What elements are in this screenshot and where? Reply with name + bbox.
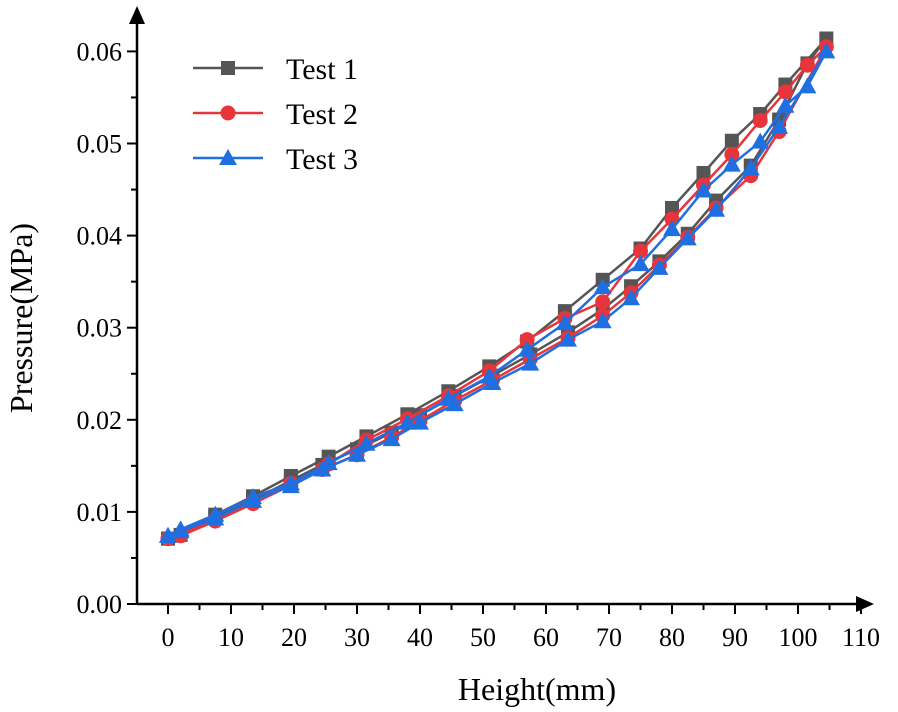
x-ticks: 0 10 20 30 40 50 60 70 80 90 100 110 — [162, 604, 880, 652]
y-tick-label: 0.04 — [77, 222, 123, 251]
legend-label: Test 3 — [286, 143, 358, 176]
y-tick-label: 0.03 — [77, 314, 123, 343]
data-point — [770, 117, 789, 134]
legend-item: Test 3 — [193, 143, 358, 176]
data-point — [633, 243, 648, 259]
x-tick-label: 50 — [470, 623, 496, 652]
x-tick-label: 40 — [407, 623, 433, 652]
data-point — [519, 332, 535, 348]
series-layer — [159, 31, 836, 547]
x-axis-title: Height(mm) — [458, 671, 616, 707]
y-axis-title: Pressure(MPa) — [3, 223, 39, 413]
data-point — [752, 112, 768, 128]
data-point — [741, 159, 760, 176]
data-point — [694, 181, 713, 198]
data-point — [382, 430, 401, 447]
data-point — [707, 200, 726, 217]
series-line — [167, 45, 828, 540]
data-point — [313, 460, 332, 477]
data-point — [663, 220, 681, 237]
data-point — [206, 509, 225, 526]
x-tick-label: 110 — [842, 623, 880, 652]
data-point — [171, 522, 190, 539]
x-tick-label: 60 — [533, 623, 559, 652]
data-point — [595, 294, 611, 310]
series-3 — [159, 42, 836, 543]
y-axis-arrow — [129, 6, 145, 24]
legend-label: Test 1 — [286, 53, 358, 86]
y-tick-label: 0.01 — [77, 498, 123, 527]
y-tick-label: 0.05 — [77, 130, 123, 159]
data-point — [665, 200, 679, 215]
y-tick-label: 0.06 — [77, 37, 123, 66]
legend-item: Test 1 — [193, 53, 358, 86]
legend-marker — [219, 149, 237, 165]
x-axis-arrow — [856, 596, 874, 612]
legend-label: Test 2 — [286, 98, 358, 131]
data-point — [777, 84, 793, 100]
x-tick-label: 100 — [779, 623, 818, 652]
data-point — [722, 155, 741, 172]
data-point — [244, 491, 263, 508]
data-point — [593, 312, 612, 329]
legend-marker — [220, 105, 236, 121]
series-line — [167, 50, 828, 537]
legend-marker — [221, 61, 235, 75]
data-point — [411, 413, 429, 430]
x-tick-label: 80 — [659, 623, 685, 652]
x-tick-label: 30 — [344, 623, 370, 652]
axes: 0 10 20 30 40 50 60 70 80 90 100 110 0.000.010.020.… — [77, 6, 880, 652]
data-point — [445, 395, 464, 412]
data-point — [281, 477, 300, 494]
data-point — [799, 57, 815, 73]
x-tick-label: 0 — [162, 623, 175, 652]
series-1 — [161, 31, 834, 546]
data-point — [518, 340, 537, 357]
data-point — [357, 434, 376, 451]
data-point — [776, 96, 795, 113]
data-point — [696, 165, 711, 180]
x-tick-label: 10 — [218, 623, 244, 652]
y-tick-label: 0.02 — [77, 406, 123, 435]
legend: Test 1 Test 2 Test 3 — [193, 53, 358, 176]
data-point — [724, 133, 739, 148]
data-point — [348, 445, 366, 462]
data-point — [483, 373, 502, 390]
data-point — [159, 526, 177, 543]
data-point — [678, 229, 697, 246]
data-point — [593, 278, 612, 295]
data-point — [398, 413, 417, 430]
x-tick-label: 20 — [281, 623, 307, 652]
data-point — [650, 258, 669, 275]
x-tick-label: 90 — [722, 623, 748, 652]
y-ticks: 0.00 0.01 0.02 0.03 0.04 0.05 0.06 — [77, 37, 137, 619]
data-point — [521, 354, 540, 371]
legend-item: Test 2 — [193, 98, 358, 131]
series-line — [167, 37, 828, 540]
data-point — [631, 255, 650, 272]
y-tick-label: 0.00 — [77, 590, 123, 619]
data-point — [798, 77, 817, 94]
data-point — [724, 147, 740, 163]
x-tick-label: 70 — [596, 623, 622, 652]
data-point — [751, 132, 770, 149]
series-2 — [160, 39, 834, 547]
data-point — [559, 330, 578, 347]
data-point — [555, 314, 574, 331]
data-point — [817, 42, 836, 59]
data-point — [622, 289, 641, 306]
